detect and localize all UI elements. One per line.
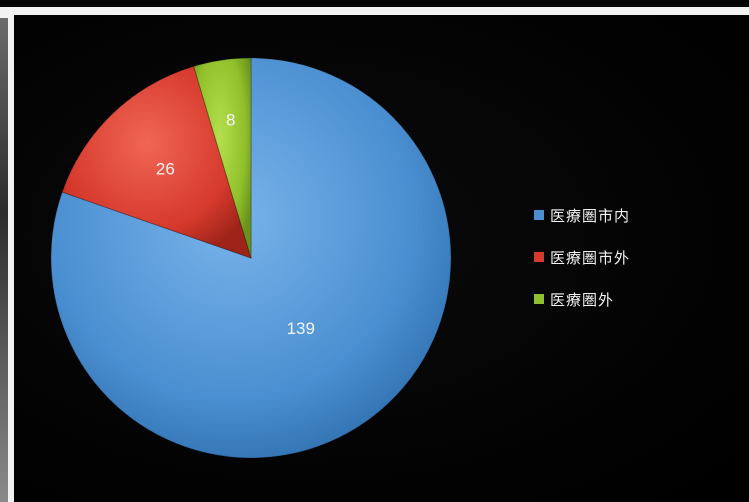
- pie-slice-outside-city: [61, 65, 252, 259]
- pie-slice-inside-city: [50, 57, 452, 459]
- legend-swatch-blue: [534, 210, 544, 220]
- data-label-outside-city: 26: [156, 159, 175, 178]
- legend-item-outside-area: 医療圏外: [534, 289, 734, 309]
- legend-label: 医療圏市外: [550, 248, 631, 267]
- legend-label: 医療圏市内: [550, 206, 631, 225]
- data-label-outside-area: 8: [226, 110, 235, 129]
- left-edge-strip: [0, 18, 8, 502]
- legend-swatch-green: [534, 294, 544, 304]
- legend-swatch-red: [534, 252, 544, 262]
- legend-label: 医療圏外: [550, 290, 615, 309]
- pie-slice-outside-area: [193, 57, 252, 259]
- legend: 医療圏市内 医療圏市外 医療圏外: [534, 205, 734, 331]
- legend-item-inside-city: 医療圏市内: [534, 205, 734, 225]
- pie-data-labels: 139 26 8: [156, 110, 315, 338]
- legend-item-outside-city: 医療圏市外: [534, 247, 734, 267]
- data-label-inside-city: 139: [287, 319, 315, 338]
- pie-slices: [50, 57, 452, 459]
- top-band: [0, 0, 749, 7]
